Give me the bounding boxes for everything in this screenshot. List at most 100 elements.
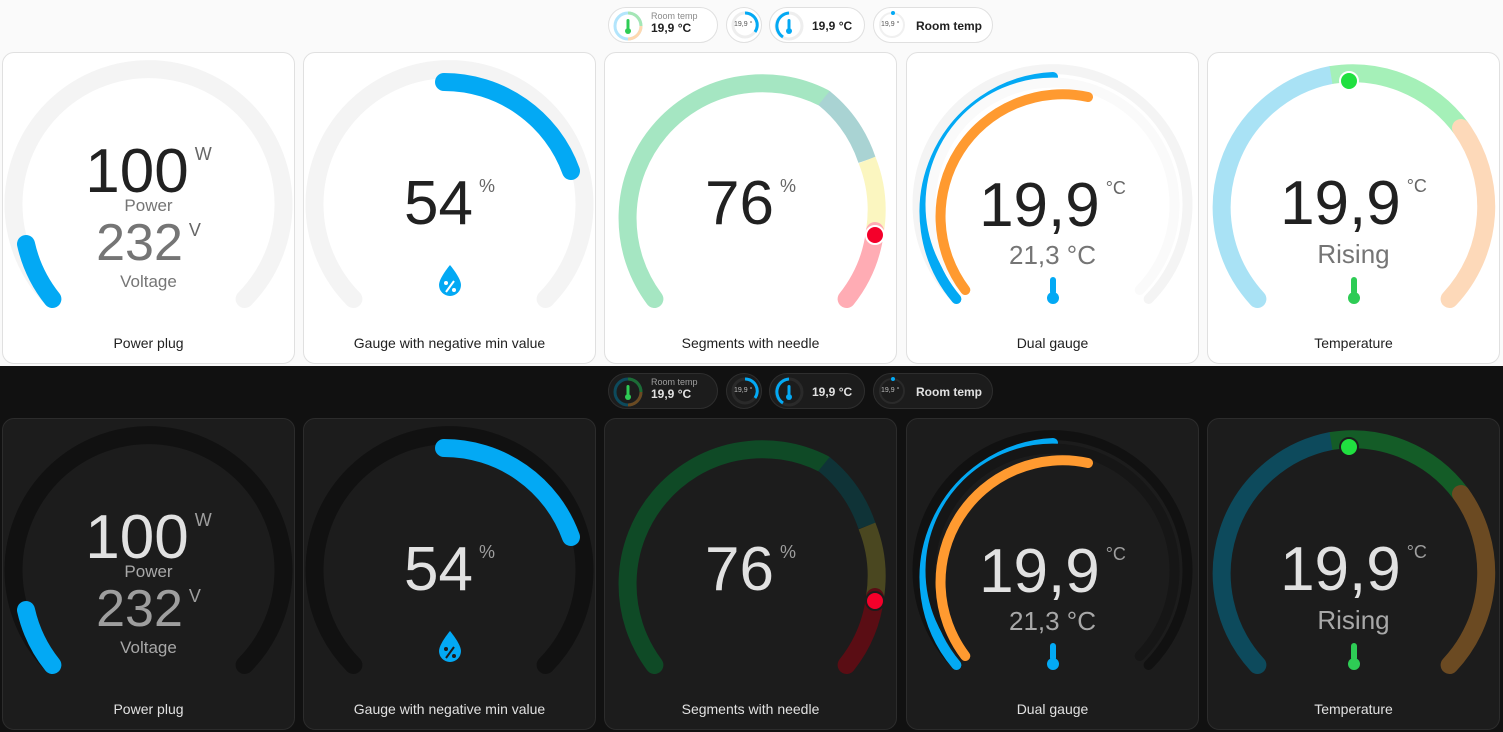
voltage-value: 232 V bbox=[96, 214, 201, 272]
segments-gauge bbox=[618, 440, 886, 674]
inner-track bbox=[925, 77, 1180, 295]
mini-gauge-value: 19,9 ° bbox=[734, 21, 753, 28]
card-power-plug[interactable]: 100 W Power 232 V Voltage Power plug bbox=[2, 52, 295, 364]
badge-room-temp-label[interactable]: 19,9 ° Room temp bbox=[873, 373, 993, 409]
segment-green bbox=[618, 440, 833, 674]
segment-warm bbox=[1440, 119, 1496, 308]
badge-room-temp[interactable]: Room temp 19,9 °C bbox=[608, 373, 718, 409]
needle-marker bbox=[865, 225, 885, 245]
card-dual-gauge[interactable]: 19,9 °C 21,3 °C Dual gauge bbox=[906, 52, 1199, 364]
inner-track bbox=[925, 443, 1180, 661]
temperature-trend: Rising bbox=[1317, 605, 1390, 635]
card-power-plug[interactable]: 100 W Power 232 V Voltage Power plug bbox=[2, 418, 295, 730]
gauge-track bbox=[4, 426, 293, 674]
value-marker bbox=[1339, 437, 1359, 457]
badge-label: Room temp bbox=[916, 19, 982, 33]
thermometer-icon bbox=[1348, 643, 1360, 670]
badge-room-temp-label[interactable]: 19,9 ° Room temp bbox=[873, 7, 993, 43]
negative-gauge bbox=[305, 60, 594, 308]
mini-gauge-icon bbox=[731, 377, 759, 405]
negative-gauge bbox=[305, 426, 594, 674]
power-gauge bbox=[4, 426, 293, 674]
gauge-track bbox=[305, 60, 594, 308]
badge-gauge-icon bbox=[774, 11, 804, 41]
thermometer-icon bbox=[1348, 277, 1360, 304]
dual-unit: °C bbox=[1105, 178, 1126, 198]
card-dual-gauge[interactable]: 19,9 °C 21,3 °C Dual gauge bbox=[906, 418, 1199, 730]
outer-track bbox=[912, 430, 1193, 670]
badge-label: Room temp bbox=[916, 385, 982, 399]
segment-warm bbox=[1440, 485, 1496, 674]
badge-gauge-icon bbox=[613, 377, 643, 407]
power-gauge bbox=[4, 60, 293, 308]
voltage-unit: V bbox=[188, 586, 201, 606]
badge-gauge-icon bbox=[774, 377, 804, 407]
dual-secondary-value: 21,3 °C bbox=[1008, 606, 1096, 636]
card-title: Segments with needle bbox=[681, 701, 820, 717]
temperature-value: 19,9 °C bbox=[1280, 535, 1427, 604]
power-unit: W bbox=[194, 510, 212, 530]
temperature-gauge bbox=[1212, 64, 1496, 308]
badge-mini-gauge[interactable]: 19,9 ° bbox=[726, 373, 762, 409]
badge-state: 19,9 °C bbox=[812, 19, 853, 33]
gauge-track bbox=[4, 60, 293, 308]
outer-track bbox=[912, 64, 1193, 304]
segments-unit: % bbox=[779, 542, 796, 562]
card-segments-needle[interactable]: 76% Segments with needle bbox=[604, 52, 897, 364]
card-title: Power plug bbox=[113, 335, 184, 351]
dual-secondary-value: 21,3 °C bbox=[1008, 240, 1096, 270]
mini-gauge-value: 19,9 ° bbox=[881, 21, 900, 28]
temperature-unit: °C bbox=[1406, 542, 1427, 562]
badge-mini-gauge[interactable]: 19,9 ° bbox=[726, 7, 762, 43]
badge-temperature[interactable]: 19,9 °C bbox=[769, 373, 865, 409]
segments-value: 76% bbox=[705, 169, 796, 238]
dual-unit: °C bbox=[1105, 544, 1126, 564]
dual-primary-value: 19,9 °C bbox=[979, 171, 1126, 240]
segment-teal bbox=[818, 91, 876, 164]
water-percent-icon bbox=[439, 631, 461, 662]
mini-gauge-icon bbox=[879, 11, 905, 38]
thermometer-icon bbox=[1047, 277, 1059, 304]
card-segments-needle[interactable]: 76% Segments with needle bbox=[604, 418, 897, 730]
card-title: Temperature bbox=[1314, 335, 1393, 351]
card-title: Gauge with negative min value bbox=[353, 701, 546, 717]
temperature-unit: °C bbox=[1406, 176, 1427, 196]
gauge-value-arc bbox=[17, 235, 62, 308]
mini-gauge-icon bbox=[731, 11, 759, 39]
mini-gauge-icon bbox=[879, 377, 905, 404]
power-value: 100 W bbox=[85, 503, 212, 572]
thermometer-icon bbox=[1047, 643, 1059, 670]
badge-state: 19,9 °C bbox=[812, 385, 853, 399]
card-negative-min[interactable]: 54% Gauge with negative min value bbox=[303, 52, 596, 364]
badge-state: 19,9 °C bbox=[651, 21, 692, 35]
mini-gauge-value: 19,9 ° bbox=[734, 387, 753, 394]
badges-row: Room temp 19,9 °C 19,9 ° 19,9 °C bbox=[0, 7, 1503, 43]
card-temperature[interactable]: 19,9 °C Rising Temperature bbox=[1207, 418, 1500, 730]
voltage-value: 232 V bbox=[96, 580, 201, 638]
segment-green bbox=[618, 74, 833, 308]
segment-cold bbox=[1212, 66, 1340, 308]
cards-row: 100 W Power 232 V Voltage Power plug 54% G… bbox=[0, 418, 1503, 730]
card-title: Power plug bbox=[113, 701, 184, 717]
segments-value: 76% bbox=[705, 535, 796, 604]
temperature-trend: Rising bbox=[1317, 239, 1390, 269]
water-percent-icon bbox=[439, 265, 461, 296]
humidity-unit: % bbox=[478, 176, 495, 196]
card-title: Segments with needle bbox=[681, 335, 820, 351]
badge-temperature[interactable]: 19,9 °C bbox=[769, 7, 865, 43]
badge-state: 19,9 °C bbox=[651, 387, 692, 401]
humidity-value: 54% bbox=[404, 535, 495, 604]
segments-unit: % bbox=[779, 176, 796, 196]
badge-gauge-icon bbox=[613, 11, 643, 41]
segment-teal bbox=[818, 457, 876, 530]
card-title: Gauge with negative min value bbox=[353, 335, 546, 351]
badge-name: Room temp bbox=[651, 11, 698, 21]
inner-value-arc bbox=[935, 455, 1093, 661]
card-temperature[interactable]: 19,9 °C Rising Temperature bbox=[1207, 52, 1500, 364]
badge-room-temp[interactable]: Room temp 19,9 °C bbox=[608, 7, 718, 43]
card-negative-min[interactable]: 54% Gauge with negative min value bbox=[303, 418, 596, 730]
humidity-value: 54% bbox=[404, 169, 495, 238]
power-label: Power bbox=[124, 562, 173, 581]
gauge-track bbox=[305, 426, 594, 674]
gauge-value-arc bbox=[435, 73, 580, 180]
